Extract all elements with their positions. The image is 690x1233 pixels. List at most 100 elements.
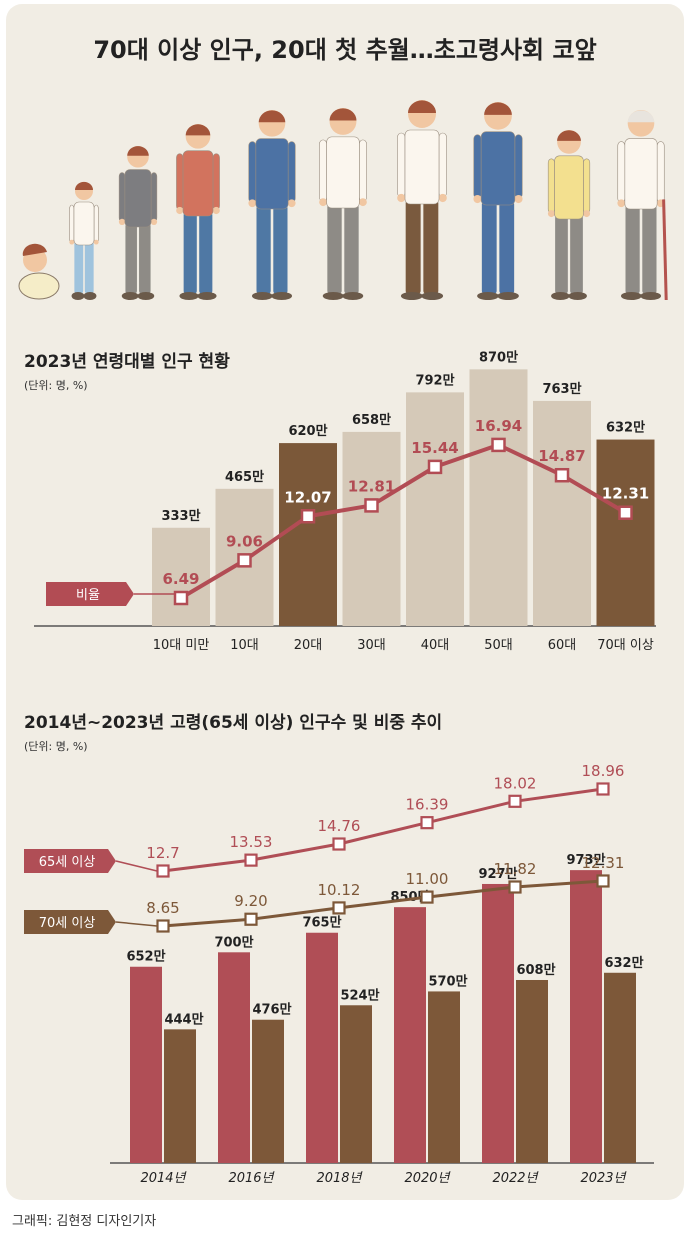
chart1-value-label: 870만 — [479, 349, 518, 365]
chart1-category-label: 60대 — [548, 638, 577, 653]
chart2-value-label-70: 608만 — [516, 962, 555, 978]
chart2-ratio-marker — [244, 912, 258, 926]
person-figure — [176, 124, 220, 300]
person-leg — [199, 212, 213, 294]
chart2-series-tag-leader — [115, 860, 158, 872]
person-figure — [18, 243, 60, 300]
chart2-ratio-label: 11.00 — [406, 870, 449, 888]
person-leg — [555, 215, 568, 294]
person-torso — [326, 136, 360, 209]
person-shoe — [497, 292, 519, 300]
person-shoe — [251, 292, 273, 300]
chart2-value-label-65: 927만 — [478, 866, 517, 882]
person-figure — [118, 146, 158, 300]
chart1-ratio-label: 14.87 — [538, 447, 585, 465]
chart1-ratio-label: 12.31 — [602, 485, 649, 503]
person-shoe — [551, 292, 570, 300]
chart2-value-label-65: 765만 — [302, 915, 341, 931]
person-hand — [438, 193, 447, 203]
person-arm — [438, 132, 447, 198]
person-torso — [73, 201, 95, 246]
chart1-ratio-label: 9.06 — [226, 532, 263, 550]
chart2-bar-65 — [394, 907, 426, 1163]
person-leg — [273, 205, 288, 294]
person-shoe — [137, 292, 155, 300]
chart1-ratio-marker — [427, 459, 443, 475]
person-leg — [74, 241, 84, 294]
chart2-bar-70 — [164, 1029, 196, 1163]
person-leg — [327, 204, 342, 294]
person-torso — [404, 129, 440, 205]
person-arm — [514, 134, 523, 199]
walking-cane — [662, 199, 668, 301]
chart1-ratio-marker — [554, 467, 570, 483]
chart1-unit-note: (단위: 명, %) — [24, 379, 88, 392]
person-hair — [185, 124, 211, 136]
chart1-ratio-label: 12.81 — [348, 477, 395, 495]
person-hand — [547, 210, 555, 218]
person-hair — [329, 108, 357, 121]
chart2-ratio-label: 9.20 — [234, 892, 267, 910]
person-shoe — [83, 292, 97, 300]
person-arm — [547, 158, 555, 214]
person-hand — [287, 199, 296, 208]
person-hand — [514, 195, 523, 204]
chart1-value-label: 792만 — [415, 372, 454, 388]
person-arm — [150, 172, 158, 223]
age-population-chart: 333만 10대 미만 465만 10대 620만 20대 658만 30대 792만 40대 87… — [34, 349, 656, 653]
chart2-ratio-line — [162, 787, 604, 873]
chart2-ratio-marker — [420, 816, 434, 830]
chart2-value-label-65: 652만 — [126, 949, 165, 965]
person-leg — [256, 205, 271, 294]
chart1-category-label: 20대 — [294, 638, 323, 653]
chart2-category-label: 2016년 — [228, 1171, 275, 1186]
chart2-ratio-marker — [508, 880, 522, 894]
chart1-category-label: 30대 — [357, 638, 386, 653]
chart2-ratio-marker — [596, 874, 610, 888]
chart1-value-label: 465만 — [225, 469, 264, 485]
chart1-bar — [279, 443, 337, 626]
chart1-title: 2023년 연령대별 인구 현황 — [24, 351, 230, 372]
person-leg — [125, 223, 137, 294]
chart1-category-label: 40대 — [421, 638, 450, 653]
person-torso — [124, 169, 152, 228]
chart1-value-label: 763만 — [542, 381, 581, 397]
person-arm — [473, 134, 482, 199]
person-shoe — [271, 292, 293, 300]
person-hair — [22, 243, 47, 256]
chart2-ratio-marker — [596, 782, 610, 796]
person-arm — [319, 139, 327, 202]
chart2-series-tag — [24, 910, 116, 934]
chart2-category-label: 2018년 — [316, 1171, 363, 1186]
chart2-category-label: 2020년 — [404, 1171, 451, 1186]
person-hair — [75, 181, 93, 190]
person-arm — [212, 153, 220, 211]
person-hand — [118, 218, 126, 226]
person-arm — [248, 141, 257, 203]
person-figure — [617, 110, 668, 301]
person-hair — [408, 100, 437, 113]
person-hair — [127, 146, 149, 156]
person-body — [18, 272, 60, 300]
person-hand — [319, 198, 328, 207]
chart2-ratio-label: 18.96 — [582, 762, 625, 780]
main-title: 70대 이상 인구, 20대 첫 추월…초고령사회 코앞 — [93, 36, 596, 64]
person-hair — [484, 102, 512, 115]
chart1-bar — [152, 527, 210, 626]
person-leg — [642, 205, 657, 294]
chart2-category-label: 2023년 — [580, 1171, 627, 1186]
person-shoe — [400, 292, 423, 300]
chart1-value-label: 658만 — [352, 412, 391, 428]
chart1-value-label: 333만 — [161, 508, 200, 524]
person-hand — [473, 195, 482, 204]
chart1-ratio-label: 12.07 — [284, 488, 331, 506]
chart1-ratio-tag — [46, 582, 134, 606]
graphic-credit: 그래픽: 김현정 디자인기자 — [12, 1214, 157, 1229]
chart1-ratio-marker — [618, 505, 633, 520]
chart2-ratio-line — [162, 879, 604, 928]
person-figure — [69, 181, 99, 300]
person-shoe — [121, 292, 139, 300]
person-arm — [359, 139, 367, 202]
chart1-ratio-label: 15.44 — [411, 439, 458, 457]
person-leg — [183, 212, 197, 294]
